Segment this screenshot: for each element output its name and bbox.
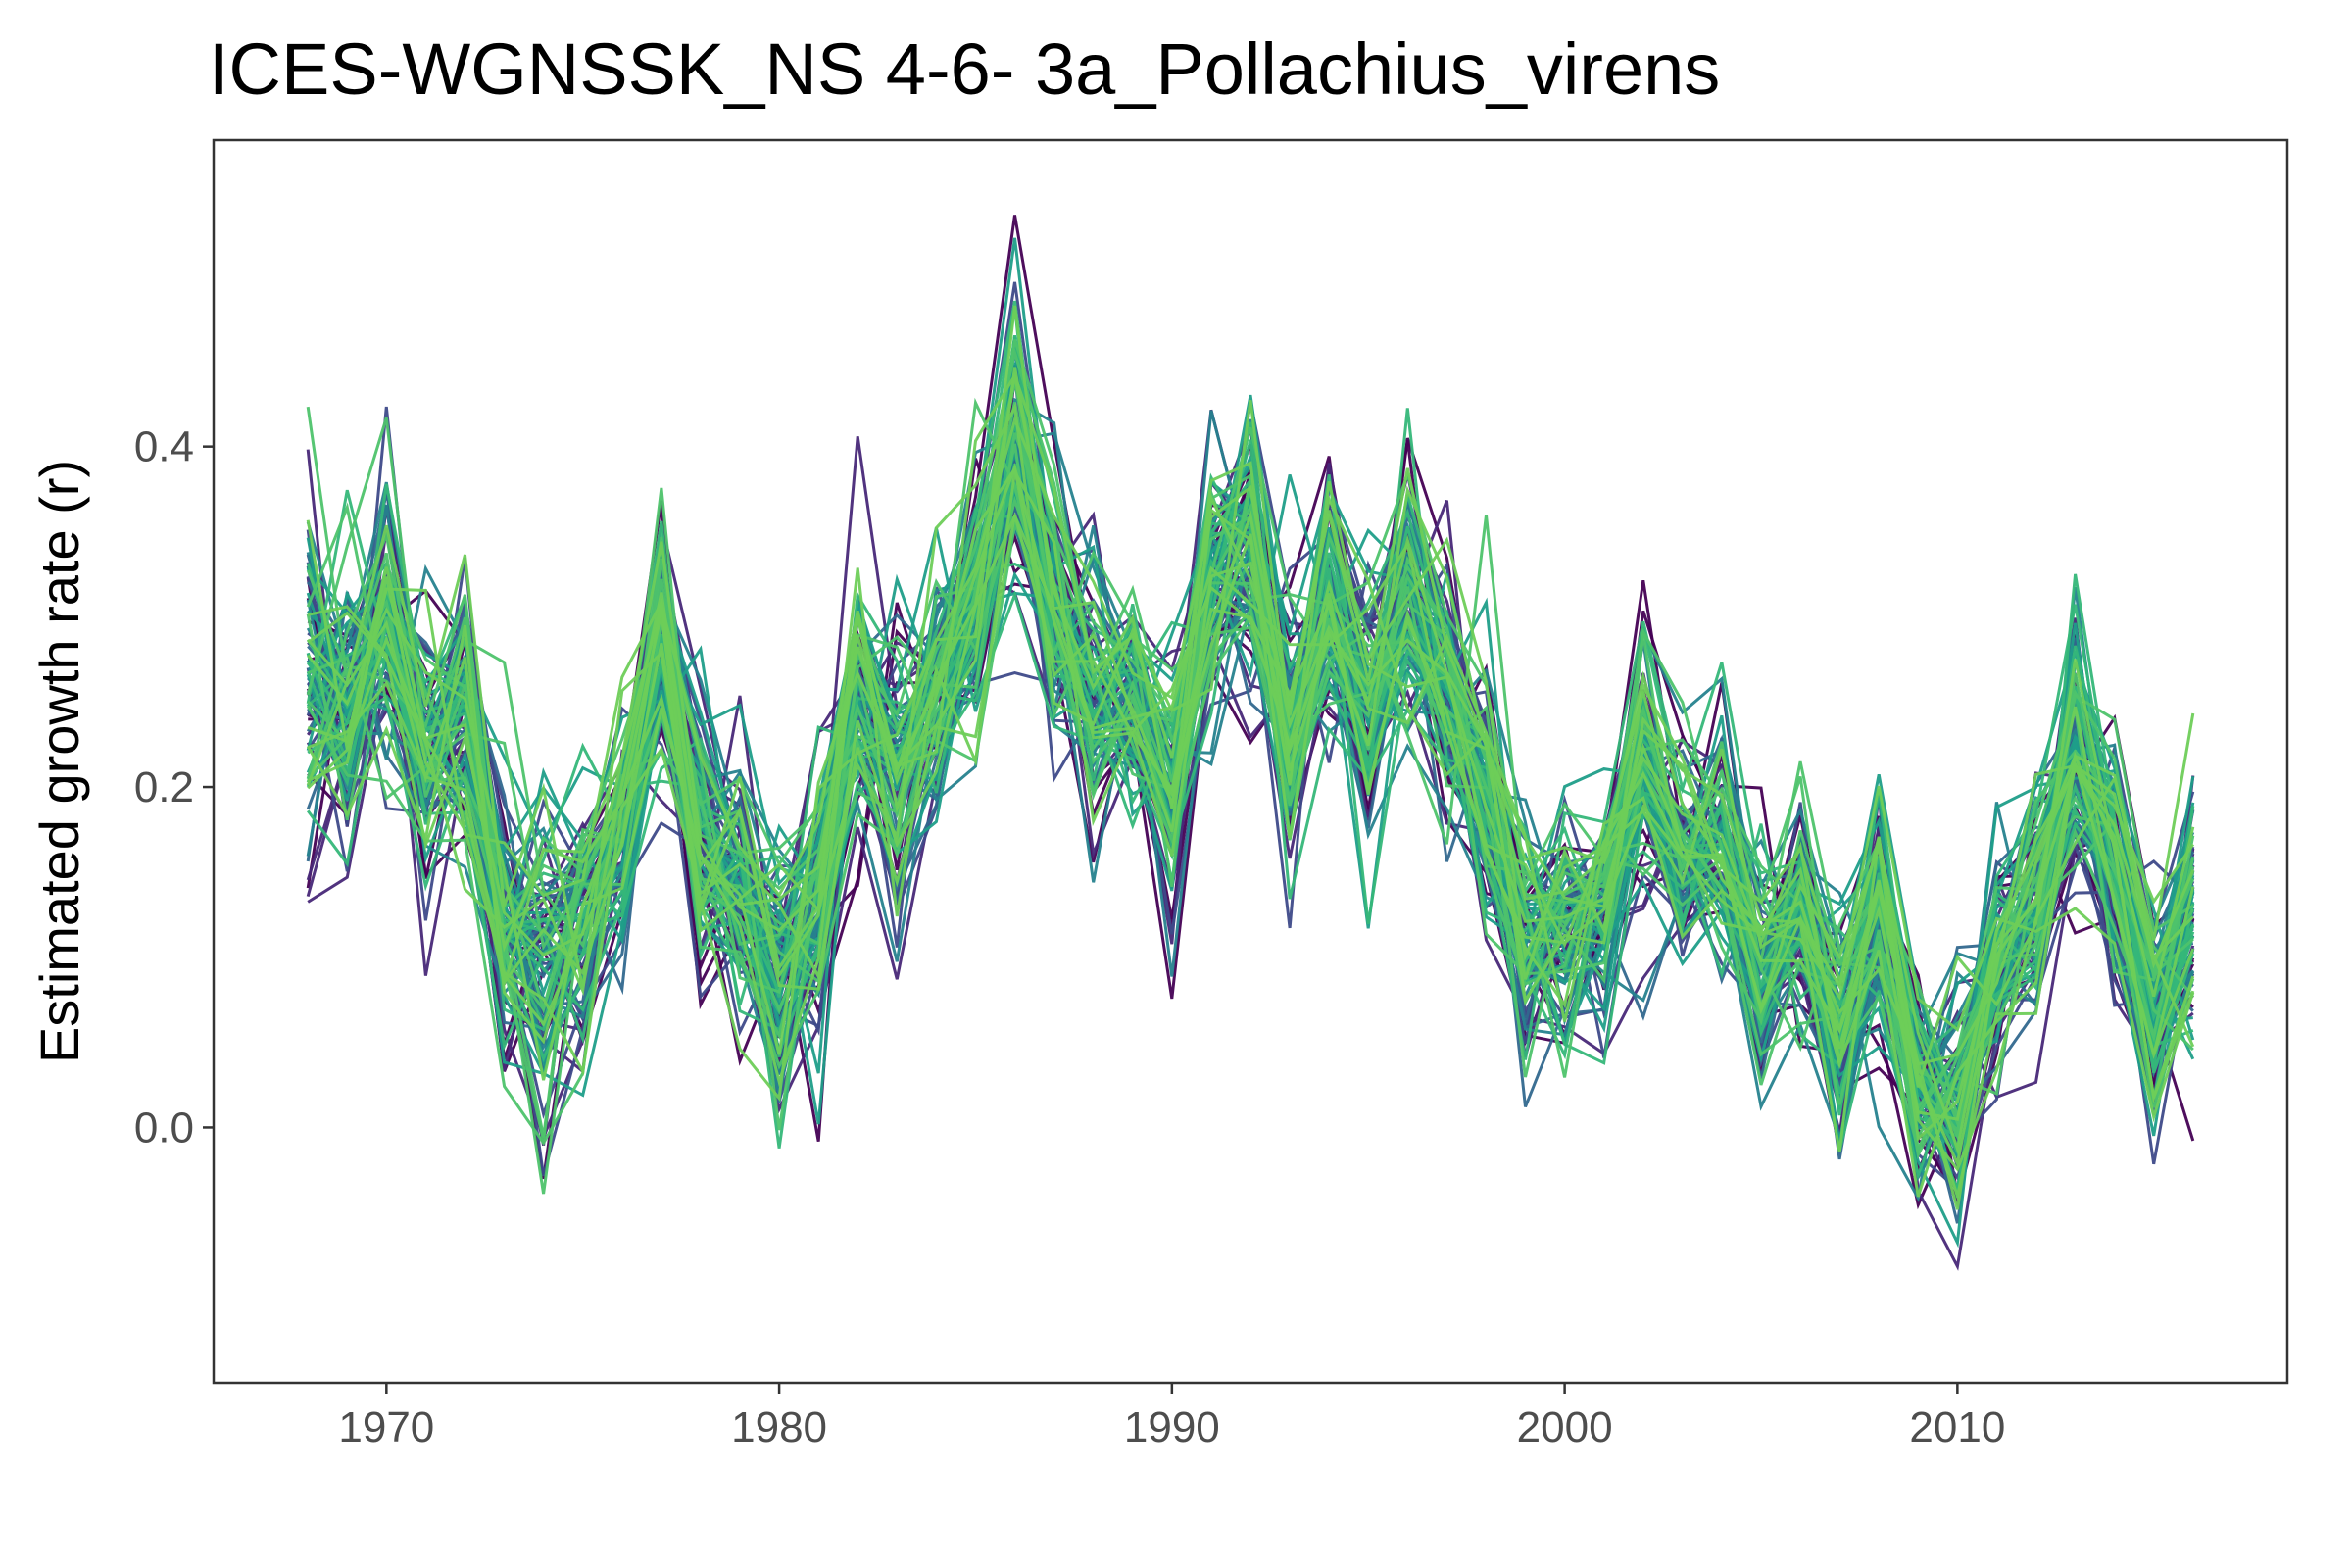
y-tick-label: 0.0: [134, 1103, 194, 1152]
x-tick-label: 1990: [1124, 1403, 1220, 1451]
ensemble-series-line: [306, 305, 2195, 1168]
y-axis-title: Estimated growth rate (r): [28, 460, 90, 1063]
ensemble-series-line: [306, 507, 2195, 1098]
ensemble-series-line: [306, 394, 2195, 1117]
ensemble-series-line: [307, 400, 2195, 1123]
ensemble-series-line: [307, 462, 2195, 1202]
plot-background: [214, 140, 2287, 1383]
ensemble-series-line: [307, 465, 2195, 1121]
series-layer: [306, 215, 2195, 1271]
x-tick-label: 1970: [338, 1403, 434, 1451]
y-tick-label: 0.2: [134, 763, 194, 811]
x-tick-label: 1980: [731, 1403, 827, 1451]
plot-panel-border: [212, 138, 2289, 1385]
x-tick-label: 2000: [1517, 1403, 1613, 1451]
ensemble-series-line: [306, 432, 2194, 1195]
y-axis: 0.0 0.2 0.4: [134, 423, 214, 1152]
x-tick-label: 2010: [1909, 1403, 2005, 1451]
ensemble-series-line: [307, 514, 2195, 1198]
y-tick-label: 0.4: [134, 423, 194, 471]
x-axis: 1970 1980 1990 2000 2010: [338, 1383, 2005, 1451]
chart-title: ICES-WGNSSK_NS 4-6- 3a_Pollachius_virens: [209, 28, 1721, 110]
